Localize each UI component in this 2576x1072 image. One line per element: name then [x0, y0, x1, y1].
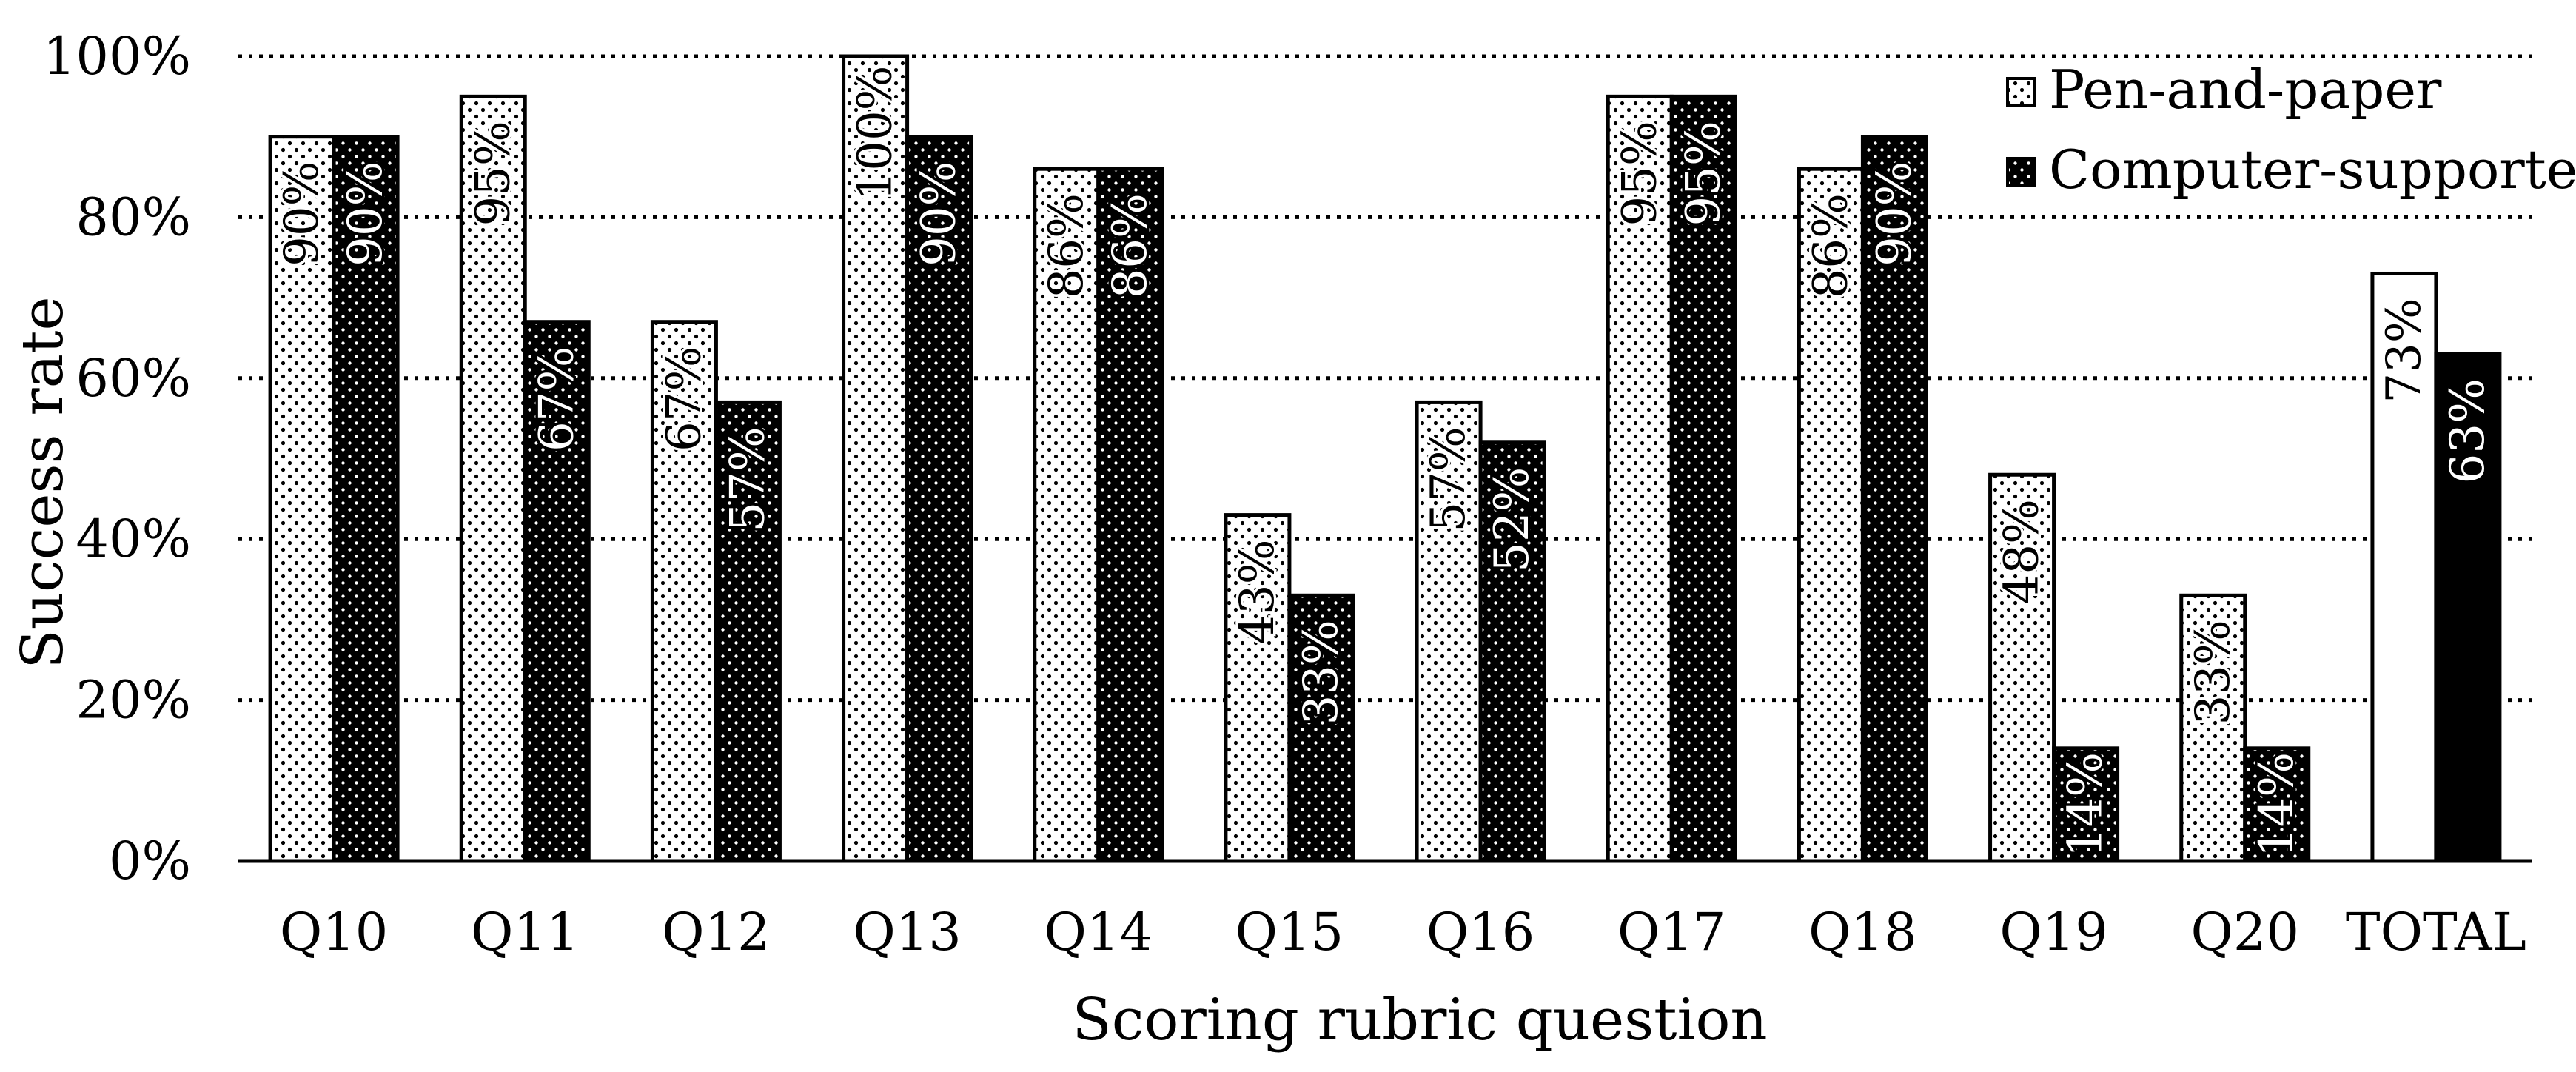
bar-computer-supported: [2243, 746, 2311, 863]
bar-value-label: 67%: [529, 346, 584, 452]
bar-value-label: 90%: [338, 161, 393, 267]
bar-value-label: 52%: [1485, 467, 1540, 572]
y-axis-title: Success rate: [10, 296, 76, 669]
bar-value-label: 90%: [912, 161, 967, 267]
bar-computer-supported: [1096, 167, 1164, 863]
legend-label-pen-and-paper: Pen-and-paper: [2049, 58, 2442, 121]
bar-computer-supported: [1860, 135, 1928, 863]
x-tick-label: Q16: [1426, 902, 1534, 962]
x-tick-label: Q12: [662, 902, 770, 962]
bar-value-label: 43%: [1230, 539, 1285, 644]
bar-pen-and-paper: [2370, 271, 2438, 863]
legend-label-computer-supported: Computer-supported: [2049, 138, 2576, 201]
x-tick-label: Q13: [853, 902, 961, 962]
bar-computer-supported: [1287, 593, 1355, 863]
y-tick-label: 40%: [76, 509, 191, 569]
y-tick-label: 20%: [76, 670, 191, 731]
bar-value-label: 14%: [2059, 752, 2113, 857]
bar-value-label: 100%: [848, 66, 903, 201]
bar-pen-and-paper: [1988, 472, 2056, 863]
bar-value-label: 90%: [1867, 161, 1922, 267]
bar-pen-and-paper: [1415, 400, 1483, 863]
y-tick-labels: 0% 20% 40% 60% 80% 100%: [43, 26, 191, 891]
bar-value-label: 95%: [1612, 121, 1667, 226]
bar-value-label: 95%: [466, 121, 520, 226]
legend: Pen-and-paper Computer-supported: [2006, 58, 2576, 201]
bar-value-label: 48%: [1995, 499, 2050, 604]
bar-value-label: 73%: [2377, 298, 2432, 403]
bar-value-label: 67%: [657, 346, 711, 452]
bar-value-label: 57%: [1421, 426, 1476, 532]
y-tick-label: 0%: [109, 831, 191, 891]
x-axis-title: Scoring rubric question: [1072, 987, 1767, 1053]
bar-value-label: 33%: [1294, 620, 1349, 725]
bar-value-label: 57%: [720, 426, 775, 532]
x-tick-label: TOTAL: [2346, 902, 2526, 962]
bar-computer-supported: [905, 135, 973, 863]
x-tick-label: Q14: [1044, 902, 1153, 962]
bar-computer-supported: [2434, 352, 2502, 863]
bar-value-label: 63%: [2441, 378, 2495, 483]
x-tick-label: Q19: [1999, 902, 2107, 962]
bar-value-label: 33%: [2186, 620, 2241, 725]
x-tick-label: Q18: [1808, 902, 1916, 962]
bar-value-labels: 90% 90% 95%67% 67%57%100%90% 86% 86%43%33%57%…: [272, 63, 2498, 860]
bars: [268, 54, 2502, 863]
legend-swatch-pen-and-paper: [2006, 77, 2036, 107]
legend-swatch-computer-supported: [2006, 157, 2036, 187]
x-tick-label: Q17: [1617, 902, 1725, 962]
y-tick-label: 60%: [76, 348, 191, 409]
bar-computer-supported: [714, 400, 782, 863]
x-tick-label: Q11: [471, 902, 579, 962]
bar-pen-and-paper: [1606, 94, 1674, 863]
bar-value-label: 90%: [275, 161, 329, 267]
bar-computer-supported: [1669, 94, 1737, 863]
bar-value-label: 86%: [1803, 193, 1858, 298]
y-tick-label: 100%: [43, 26, 191, 87]
bar-computer-supported: [332, 135, 400, 863]
y-tick-label: 80%: [76, 187, 191, 247]
bar-computer-supported: [523, 320, 591, 863]
bar-value-label: 95%: [1676, 121, 1731, 226]
x-tick-label: Q15: [1235, 902, 1344, 962]
x-tick-label: Q20: [2191, 902, 2299, 962]
bar-value-label: 86%: [1103, 193, 1158, 298]
x-tick-labels: Q10 Q11 Q12 Q13 Q14 Q15 Q16 Q17 Q18 Q19 Q20 TOTAL: [280, 902, 2526, 962]
bar-value-label: 86%: [1039, 193, 1094, 298]
bar-computer-supported: [1478, 440, 1546, 863]
bar-value-label: 14%: [2250, 752, 2304, 857]
x-tick-label: Q10: [280, 902, 388, 962]
bar-pen-and-paper: [1797, 167, 1865, 863]
